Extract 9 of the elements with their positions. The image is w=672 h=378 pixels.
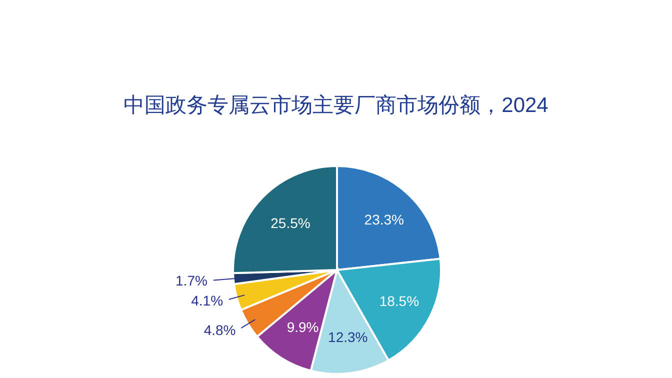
data-label: 1.7% xyxy=(176,272,208,289)
data-label: 4.1% xyxy=(191,292,224,308)
data-label: 25.5% xyxy=(270,214,310,231)
data-label: 23.3% xyxy=(364,212,404,228)
data-label: 4.8% xyxy=(204,322,236,338)
chart-title: 中国政务专属云市场主要厂商市场份额，2024 xyxy=(124,94,549,117)
data-label: 18.5% xyxy=(379,292,420,309)
data-label: 9.9% xyxy=(286,319,319,336)
data-label: 12.3% xyxy=(328,329,368,346)
